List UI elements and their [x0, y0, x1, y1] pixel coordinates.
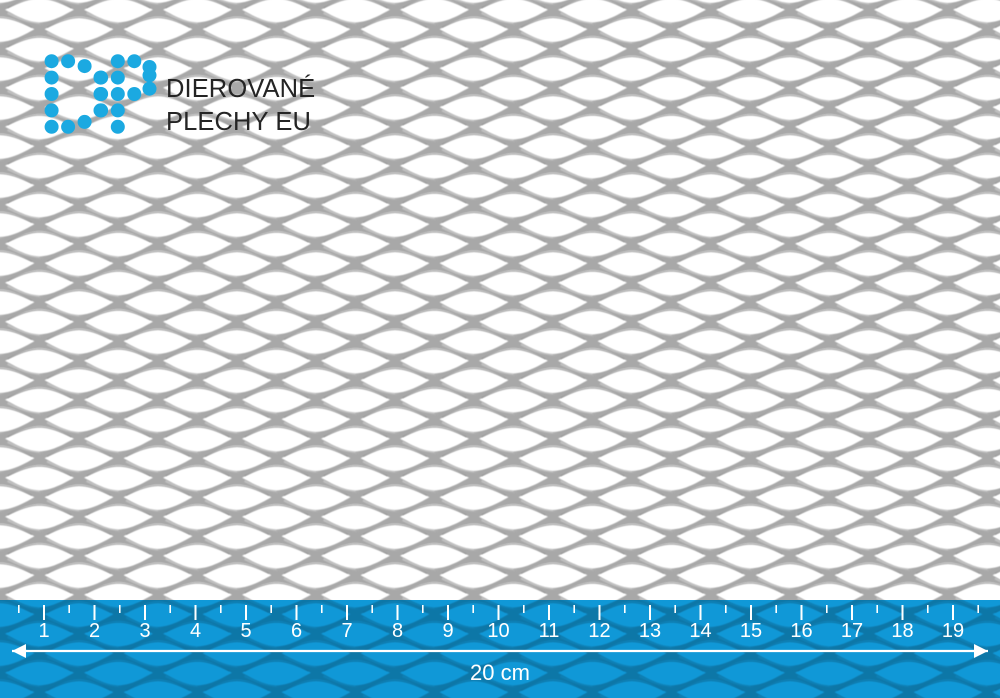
- svg-text:10: 10: [487, 620, 509, 642]
- svg-text:5: 5: [240, 620, 251, 642]
- svg-text:DIEROVANÉ: DIEROVANÉ: [166, 74, 315, 103]
- svg-text:7: 7: [341, 620, 352, 642]
- svg-text:6: 6: [291, 620, 302, 642]
- svg-text:8: 8: [392, 620, 403, 642]
- svg-text:12: 12: [588, 620, 610, 642]
- svg-text:18: 18: [891, 620, 913, 642]
- svg-text:1: 1: [38, 620, 49, 642]
- svg-text:14: 14: [689, 620, 711, 642]
- svg-text:4: 4: [190, 620, 201, 642]
- svg-text:PLECHY EU: PLECHY EU: [166, 108, 311, 136]
- svg-text:13: 13: [639, 620, 661, 642]
- svg-text:19: 19: [942, 620, 964, 642]
- svg-text:17: 17: [841, 620, 863, 642]
- svg-text:9: 9: [442, 620, 453, 642]
- svg-text:16: 16: [790, 620, 812, 642]
- svg-text:20 cm: 20 cm: [470, 660, 530, 685]
- svg-text:11: 11: [539, 620, 560, 642]
- svg-text:3: 3: [139, 620, 150, 642]
- svg-text:2: 2: [89, 620, 100, 642]
- svg-text:15: 15: [740, 620, 762, 642]
